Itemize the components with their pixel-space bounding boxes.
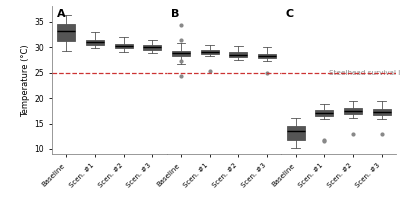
PathPatch shape — [144, 45, 161, 50]
PathPatch shape — [86, 40, 104, 45]
Text: B: B — [171, 9, 180, 19]
PathPatch shape — [373, 109, 390, 115]
Text: Steelhead survival line: Steelhead survival line — [330, 70, 400, 76]
PathPatch shape — [344, 108, 362, 114]
PathPatch shape — [172, 51, 190, 56]
PathPatch shape — [316, 110, 333, 116]
PathPatch shape — [201, 50, 218, 54]
PathPatch shape — [115, 44, 132, 48]
PathPatch shape — [58, 24, 75, 41]
PathPatch shape — [230, 52, 247, 57]
PathPatch shape — [287, 126, 304, 140]
PathPatch shape — [258, 54, 276, 58]
Text: C: C — [286, 9, 294, 19]
Y-axis label: Temperature (°C): Temperature (°C) — [21, 44, 30, 117]
Text: A: A — [56, 9, 65, 19]
